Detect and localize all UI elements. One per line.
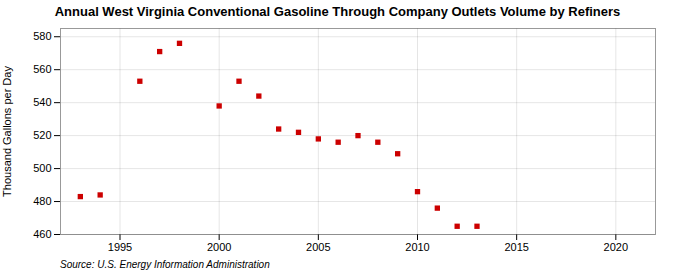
html-text:Source: U.S. Energy Informatio: Source: U.S. Energy Information Administ… <box>60 259 270 270</box>
svg-text:580: 580 <box>33 30 51 42</box>
svg-text:Thousand Gallons per Day: Thousand Gallons per Day <box>1 66 13 197</box>
svg-text:560: 560 <box>33 63 51 75</box>
svg-text:540: 540 <box>33 96 51 108</box>
svg-text:2015: 2015 <box>504 241 528 253</box>
svg-text:2005: 2005 <box>306 241 330 253</box>
svg-text:500: 500 <box>33 162 51 174</box>
svg-text:1995: 1995 <box>108 241 132 253</box>
svg-text:460: 460 <box>33 228 51 240</box>
svg-text:2020: 2020 <box>604 241 628 253</box>
svg-text:480: 480 <box>33 195 51 207</box>
svg-text:2010: 2010 <box>405 241 429 253</box>
svg-text:520: 520 <box>33 129 51 141</box>
svg-text:2000: 2000 <box>207 241 231 253</box>
html-text:Annual West Virginia Conventio: Annual West Virginia Conventional Gasoli… <box>54 4 621 19</box>
